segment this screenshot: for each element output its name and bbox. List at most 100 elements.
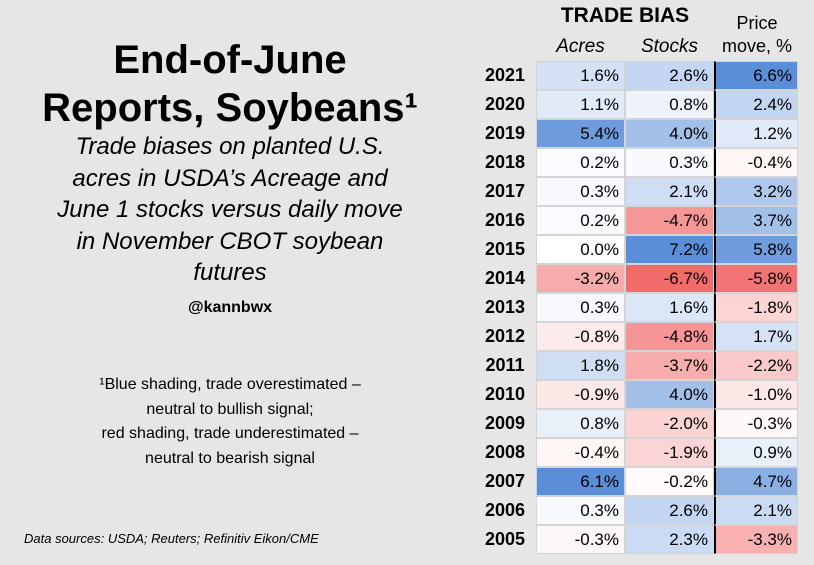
acres-column-header: Acres	[556, 36, 605, 57]
price-cell: -1.0%	[714, 380, 798, 409]
year-label: 2015	[484, 239, 526, 259]
price-cell: -1.8%	[714, 293, 798, 322]
table-row: 2015 0.0% 7.2% 5.8%	[474, 235, 806, 264]
price-cell: -0.4%	[714, 148, 798, 177]
price-cell: 1.7%	[714, 322, 798, 351]
year-label: 2009	[484, 413, 526, 433]
footnote-line-3: red shading, trade underestimated –	[101, 425, 359, 442]
stocks-cell: -6.7%	[625, 264, 714, 293]
table-row: 2009 0.8% -2.0% -0.3%	[474, 409, 806, 438]
table-row: 2020 1.1% 0.8% 2.4%	[474, 90, 806, 119]
price-cell: 0.9%	[714, 438, 798, 467]
footnote-line-1: ¹Blue shading, trade overestimated –	[99, 376, 361, 393]
table-row: 2007 6.1% -0.2% 4.7%	[474, 467, 806, 496]
year-label: 2019	[484, 123, 526, 143]
table-row: 2008 -0.4% -1.9% 0.9%	[474, 438, 806, 467]
price-cell: -3.3%	[714, 525, 798, 554]
subtitle-line-5: futures	[193, 259, 267, 286]
stocks-cell: -2.0%	[625, 409, 714, 438]
acres-cell: -0.4%	[536, 438, 625, 467]
price-cell: 2.4%	[714, 90, 798, 119]
stocks-cell: 0.8%	[625, 90, 714, 119]
table-row: 2017 0.3% 2.1% 3.2%	[474, 177, 806, 206]
year-label: 2005	[484, 529, 526, 549]
acres-cell: -3.2%	[536, 264, 625, 293]
author-handle: @kannbwx	[187, 299, 273, 316]
acres-cell: 6.1%	[536, 467, 625, 496]
price-cell: 5.8%	[714, 235, 798, 264]
footnote-line-2: neutral to bullish signal;	[146, 400, 314, 418]
year-label: 2020	[484, 94, 526, 114]
year-label: 2010	[484, 384, 526, 404]
stocks-cell: 4.0%	[625, 380, 714, 409]
footnote-line-4: neutral to bearish signal	[145, 449, 315, 467]
stocks-cell: -0.2%	[625, 467, 714, 496]
acres-cell: 1.6%	[536, 61, 625, 90]
acres-cell: 0.2%	[536, 148, 625, 177]
year-label: 2006	[484, 500, 526, 520]
year-label: 2014	[484, 268, 526, 288]
acres-cell: -0.9%	[536, 380, 625, 409]
year-label: 2007	[484, 471, 526, 491]
price-cell: 1.2%	[714, 119, 798, 148]
title-line-2: Reports, Soybeans¹	[42, 86, 418, 130]
bias-table: 2021 1.6% 2.6% 6.6% 2020 1.1% 0.8% 2.4% 2019 5.4%…	[474, 61, 806, 554]
table-row: 2014 -3.2% -6.7% -5.8%	[474, 264, 806, 293]
title-line-1: End-of-June	[113, 38, 347, 82]
stocks-cell: 0.3%	[625, 148, 714, 177]
acres-cell: 0.8%	[536, 409, 625, 438]
acres-cell: 1.1%	[536, 90, 625, 119]
acres-cell: 0.3%	[536, 496, 625, 525]
price-column-header: Price move, %	[716, 12, 798, 58]
subtitle-line-2: acres in USDA’s Acreage and	[72, 164, 388, 192]
price-cell: 4.7%	[714, 467, 798, 496]
table-row: 2012 -0.8% -4.8% 1.7%	[474, 322, 806, 351]
price-cell: 6.6%	[714, 61, 798, 90]
stocks-cell: -3.7%	[625, 351, 714, 380]
footnote: ¹Blue shading, trade overestimated – neu…	[20, 373, 440, 471]
price-header-line-2: move, %	[721, 36, 793, 56]
subtitle-line-4: in November CBOT soybean	[76, 227, 384, 255]
year-label: 2016	[484, 210, 526, 230]
subtitle: Trade biases on planted U.S. acres in US…	[0, 131, 460, 289]
subtitle-line-1: Trade biases on planted U.S.	[75, 133, 385, 160]
table-row: 2010 -0.9% 4.0% -1.0%	[474, 380, 806, 409]
year-label: 2013	[484, 297, 526, 317]
stocks-cell: -1.9%	[625, 438, 714, 467]
data-source: Data sources: USDA; Reuters; Refinitiv E…	[24, 531, 319, 546]
table-row: 2013 0.3% 1.6% -1.8%	[474, 293, 806, 322]
stocks-cell: -4.8%	[625, 322, 714, 351]
year-label: 2008	[484, 442, 526, 462]
stocks-column-header: Stocks	[640, 36, 699, 57]
price-cell: -5.8%	[714, 264, 798, 293]
table-row: 2011 1.8% -3.7% -2.2%	[474, 351, 806, 380]
table-row: 2005 -0.3% 2.3% -3.3%	[474, 525, 806, 554]
acres-cell: -0.8%	[536, 322, 625, 351]
stocks-cell: -4.7%	[625, 206, 714, 235]
table-row: 2016 0.2% -4.7% 3.7%	[474, 206, 806, 235]
stocks-cell: 2.6%	[625, 61, 714, 90]
price-cell: -0.3%	[714, 409, 798, 438]
acres-cell: 0.0%	[536, 235, 625, 264]
price-cell: 3.7%	[714, 206, 798, 235]
table-row: 2006 0.3% 2.6% 2.1%	[474, 496, 806, 525]
price-cell: 3.2%	[714, 177, 798, 206]
table-row: 2018 0.2% 0.3% -0.4%	[474, 148, 806, 177]
stocks-cell: 2.6%	[625, 496, 714, 525]
acres-cell: 5.4%	[536, 119, 625, 148]
acres-cell: 0.3%	[536, 293, 625, 322]
year-label: 2017	[484, 181, 526, 201]
price-header-line-1: Price	[736, 13, 778, 33]
stocks-cell: 1.6%	[625, 293, 714, 322]
stocks-cell: 7.2%	[625, 235, 714, 264]
price-cell: 2.1%	[714, 496, 798, 525]
table-row: 2019 5.4% 4.0% 1.2%	[474, 119, 806, 148]
stocks-cell: 2.1%	[625, 177, 714, 206]
year-label: 2021	[484, 65, 526, 85]
year-label: 2011	[485, 355, 525, 375]
table-row: 2021 1.6% 2.6% 6.6%	[474, 61, 806, 90]
page-title: End-of-June Reports, Soybeans¹	[0, 36, 460, 132]
acres-cell: 0.3%	[536, 177, 625, 206]
acres-cell: 0.2%	[536, 206, 625, 235]
year-label: 2018	[484, 152, 526, 172]
